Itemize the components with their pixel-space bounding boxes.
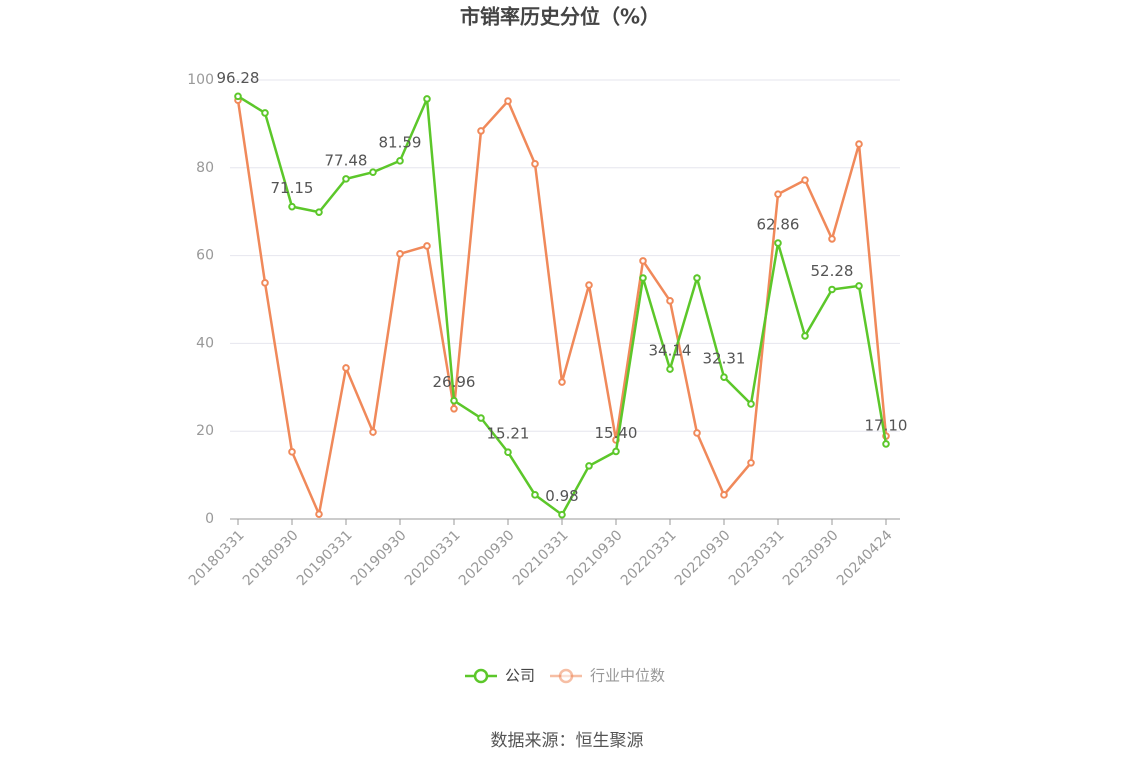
point <box>369 428 377 436</box>
point <box>396 157 404 165</box>
data-label: 96.28 <box>217 69 260 87</box>
point <box>855 140 863 148</box>
point <box>342 364 350 372</box>
y-tick-label: 0 <box>205 511 214 527</box>
legend-label: 行业中位数 <box>590 667 665 685</box>
point <box>828 235 836 243</box>
point <box>774 190 782 198</box>
x-tick-label: 20190331 <box>294 527 356 589</box>
data-label: 52.28 <box>811 262 854 280</box>
x-tick-label: 20210331 <box>510 527 572 589</box>
point <box>693 274 701 282</box>
x-tick-label: 20220930 <box>672 527 734 589</box>
point <box>612 447 620 456</box>
point <box>288 448 296 456</box>
point <box>693 429 701 437</box>
y-tick-label: 100 <box>187 72 214 88</box>
x-tick-label: 20210930 <box>564 527 626 589</box>
data-label: 62.86 <box>757 216 800 234</box>
x-tick-label: 20200930 <box>456 527 518 589</box>
point <box>396 250 404 258</box>
legend-label: 公司 <box>505 667 535 685</box>
point <box>288 202 296 211</box>
point <box>234 92 242 101</box>
y-tick-label: 20 <box>196 423 214 439</box>
legend-marker <box>473 668 489 684</box>
data-label: 15.40 <box>595 424 638 442</box>
point <box>504 448 512 457</box>
point <box>450 405 458 413</box>
point <box>774 239 782 247</box>
data-label: 0.98 <box>545 487 578 505</box>
point <box>585 281 593 289</box>
data-label: 32.31 <box>703 350 746 368</box>
point <box>531 160 539 168</box>
point <box>801 332 809 340</box>
point <box>801 176 809 184</box>
point <box>585 462 593 470</box>
point <box>315 510 323 518</box>
point <box>639 274 647 282</box>
point <box>531 491 539 499</box>
source: 数据来源：恒生聚源 <box>491 731 644 751</box>
point <box>855 282 863 290</box>
point <box>369 168 377 176</box>
legend-marker <box>558 668 574 684</box>
data-label: 17.10 <box>865 416 908 434</box>
point <box>747 459 755 467</box>
x-tick-label: 20230930 <box>780 527 842 589</box>
point <box>639 257 647 265</box>
y-tick-label: 60 <box>196 248 214 264</box>
point <box>720 491 728 499</box>
data-label: 81.59 <box>379 133 422 151</box>
point <box>342 175 350 183</box>
point <box>261 109 269 117</box>
point <box>666 365 674 373</box>
x-tick-label: 20180331 <box>186 527 248 589</box>
point <box>747 400 755 408</box>
y-tick-label: 80 <box>196 160 214 176</box>
point <box>477 414 485 422</box>
x-tick-label: 20220331 <box>618 527 680 589</box>
point <box>477 127 485 135</box>
point <box>450 396 458 405</box>
x-tick-label: 20240424 <box>834 527 896 589</box>
point <box>666 297 674 305</box>
point <box>720 373 728 381</box>
x-tick-label: 20200331 <box>402 527 464 589</box>
data-label: 34.14 <box>649 342 692 360</box>
data-label: 15.21 <box>487 425 530 443</box>
chart-title: 市销率历史分位（%） <box>460 5 660 29</box>
point <box>558 510 566 519</box>
point <box>882 440 890 448</box>
point <box>261 279 269 287</box>
point <box>504 97 512 105</box>
point <box>558 378 566 386</box>
point <box>828 285 836 294</box>
point <box>423 242 431 250</box>
x-tick-label: 20190930 <box>348 527 410 589</box>
point <box>315 208 323 216</box>
point <box>423 95 431 103</box>
x-tick-label: 20180930 <box>240 527 302 589</box>
data-label: 26.96 <box>433 373 476 391</box>
data-label: 77.48 <box>325 151 368 169</box>
data-label: 71.15 <box>271 179 314 197</box>
x-tick-label: 20230331 <box>726 527 788 589</box>
y-tick-label: 40 <box>196 335 214 351</box>
